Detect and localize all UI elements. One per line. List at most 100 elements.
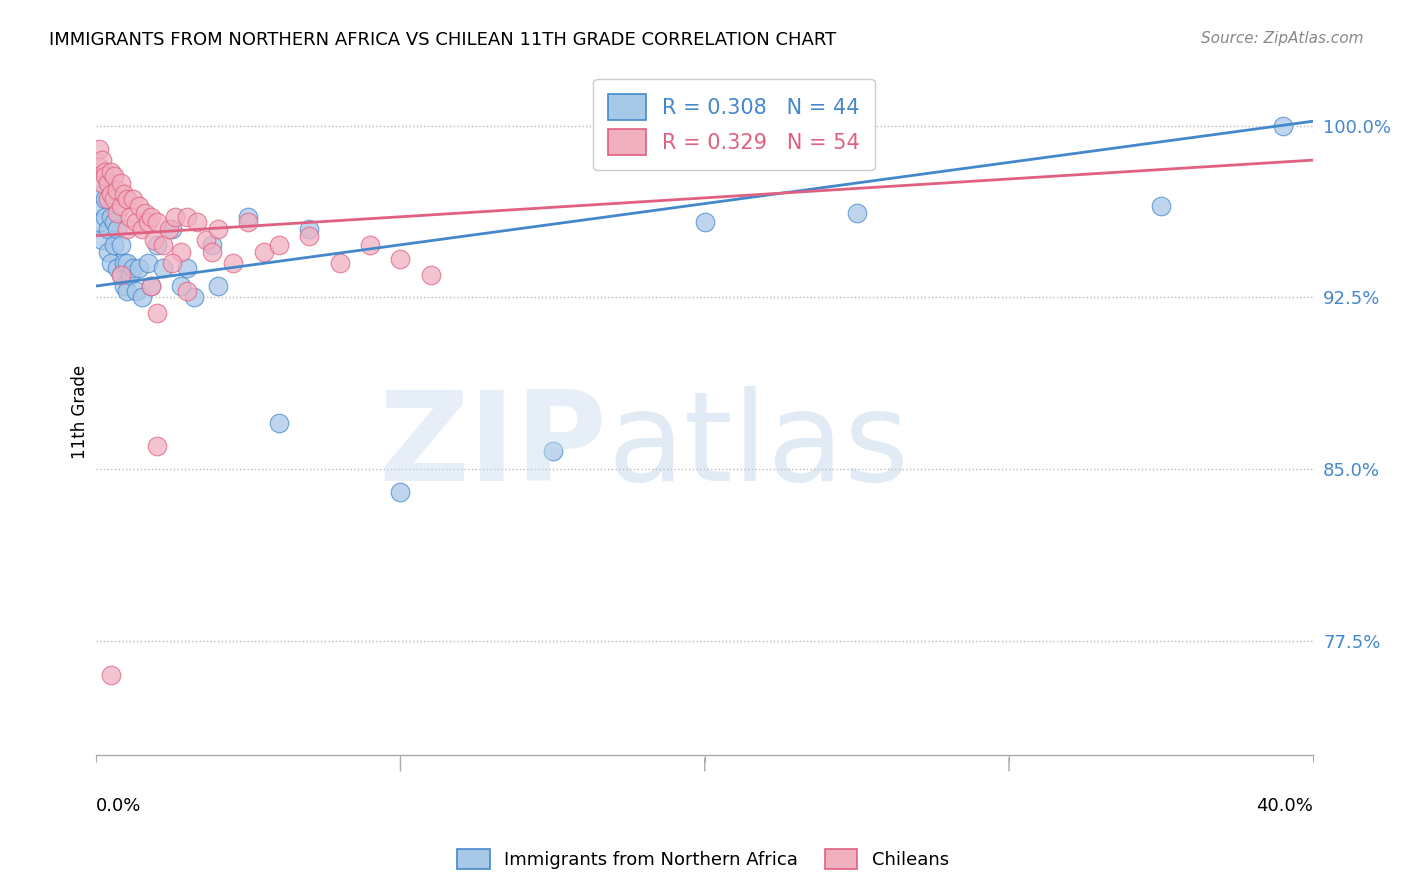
Point: [100, 668, 122, 682]
Point: [201, 244, 224, 259]
Point: [176, 211, 198, 225]
Point: [131, 290, 153, 304]
Point: [125, 284, 148, 298]
Point: [110, 268, 132, 282]
Text: 40.0%: 40.0%: [1257, 797, 1313, 814]
Point: [152, 260, 174, 275]
Point: [146, 439, 169, 453]
Point: [136, 215, 159, 229]
Point: [359, 237, 381, 252]
Point: [1271, 119, 1294, 133]
Point: [152, 237, 174, 252]
Point: [110, 176, 132, 190]
Text: Source: ZipAtlas.com: Source: ZipAtlas.com: [1201, 31, 1364, 46]
Point: [110, 237, 132, 252]
Point: [89, 215, 111, 229]
Point: [222, 256, 245, 270]
Point: [100, 187, 122, 202]
Point: [143, 233, 166, 247]
Point: [94, 169, 117, 183]
Point: [110, 268, 132, 282]
Point: [134, 206, 156, 220]
Point: [115, 221, 138, 235]
Point: [91, 176, 114, 190]
Point: [165, 211, 187, 225]
Point: [329, 256, 352, 270]
Point: [128, 260, 150, 275]
Point: [267, 237, 290, 252]
Point: [110, 199, 132, 213]
Point: [131, 221, 153, 235]
Text: atlas: atlas: [607, 385, 910, 507]
Point: [91, 187, 114, 202]
Point: [94, 192, 117, 206]
Point: [238, 215, 260, 229]
Point: [170, 279, 193, 293]
Point: [1150, 199, 1173, 213]
Point: [103, 169, 125, 183]
Point: [103, 237, 125, 252]
Point: [115, 256, 138, 270]
Point: [207, 279, 229, 293]
Point: [118, 268, 141, 282]
Point: [97, 176, 120, 190]
Point: [100, 211, 122, 225]
Point: [100, 256, 122, 270]
Point: [162, 256, 184, 270]
Point: [128, 199, 150, 213]
Point: [107, 183, 129, 197]
Point: [107, 206, 129, 220]
Point: [115, 192, 138, 206]
Point: [298, 221, 321, 235]
Point: [693, 215, 716, 229]
Point: [125, 215, 148, 229]
Legend: R = 0.308   N = 44, R = 0.329   N = 54: R = 0.308 N = 44, R = 0.329 N = 54: [593, 78, 875, 170]
Point: [186, 215, 208, 229]
Point: [136, 256, 159, 270]
Text: ZIP: ZIP: [378, 385, 607, 507]
Point: [139, 211, 162, 225]
Point: [100, 164, 122, 178]
Point: [112, 256, 135, 270]
Point: [139, 279, 162, 293]
Point: [91, 153, 114, 167]
Point: [112, 187, 135, 202]
Point: [139, 279, 162, 293]
Point: [389, 485, 412, 500]
Point: [267, 417, 290, 431]
Point: [146, 237, 169, 252]
Point: [91, 233, 114, 247]
Point: [845, 206, 868, 220]
Point: [252, 244, 274, 259]
Point: [89, 199, 111, 213]
Point: [107, 221, 129, 235]
Text: 0.0%: 0.0%: [96, 797, 142, 814]
Point: [170, 244, 193, 259]
Text: IMMIGRANTS FROM NORTHERN AFRICA VS CHILEAN 11TH GRADE CORRELATION CHART: IMMIGRANTS FROM NORTHERN AFRICA VS CHILE…: [49, 31, 837, 49]
Point: [121, 260, 143, 275]
Point: [194, 233, 217, 247]
Point: [89, 160, 111, 174]
Point: [157, 221, 180, 235]
Point: [97, 192, 120, 206]
Point: [207, 221, 229, 235]
Point: [115, 284, 138, 298]
Point: [97, 221, 120, 235]
Point: [419, 268, 441, 282]
Point: [389, 252, 412, 266]
Y-axis label: 11th Grade: 11th Grade: [72, 365, 89, 459]
Point: [94, 164, 117, 178]
Point: [176, 260, 198, 275]
Point: [121, 192, 143, 206]
Point: [298, 228, 321, 243]
Point: [94, 211, 117, 225]
Point: [103, 192, 125, 206]
Point: [541, 443, 564, 458]
Point: [118, 211, 141, 225]
Point: [162, 221, 184, 235]
Point: [103, 215, 125, 229]
Point: [146, 215, 169, 229]
Point: [107, 260, 129, 275]
Point: [89, 142, 111, 156]
Point: [201, 237, 224, 252]
